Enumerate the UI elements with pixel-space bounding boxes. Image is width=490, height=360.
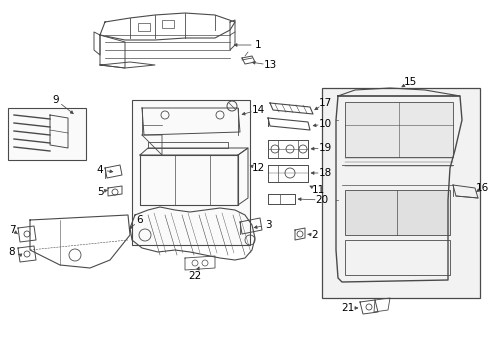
Text: 20: 20: [316, 195, 329, 205]
Bar: [322, 88, 480, 298]
Bar: [138, 23, 150, 31]
Text: 11: 11: [311, 185, 325, 195]
Bar: [132, 100, 250, 245]
Text: 4: 4: [97, 165, 103, 175]
Text: 10: 10: [318, 119, 332, 129]
Text: 22: 22: [188, 271, 201, 281]
Bar: [345, 102, 453, 157]
Text: 6: 6: [137, 215, 143, 225]
Text: 15: 15: [403, 77, 416, 87]
Text: 18: 18: [318, 168, 332, 178]
Text: 8: 8: [9, 247, 15, 257]
Text: 2: 2: [312, 230, 318, 240]
Text: 19: 19: [318, 143, 332, 153]
Text: 3: 3: [265, 220, 271, 230]
Bar: [162, 20, 174, 28]
Text: 5: 5: [97, 187, 103, 197]
Bar: [345, 240, 450, 275]
Text: 13: 13: [264, 60, 277, 70]
Text: 21: 21: [342, 303, 355, 313]
Bar: [8, 108, 86, 160]
Text: 9: 9: [53, 95, 59, 105]
Text: 7: 7: [9, 225, 15, 235]
Text: 1: 1: [255, 40, 261, 50]
Text: 17: 17: [318, 98, 332, 108]
Text: 16: 16: [475, 183, 489, 193]
Bar: [345, 190, 450, 235]
Text: 14: 14: [251, 105, 265, 115]
Text: 12: 12: [251, 163, 265, 173]
